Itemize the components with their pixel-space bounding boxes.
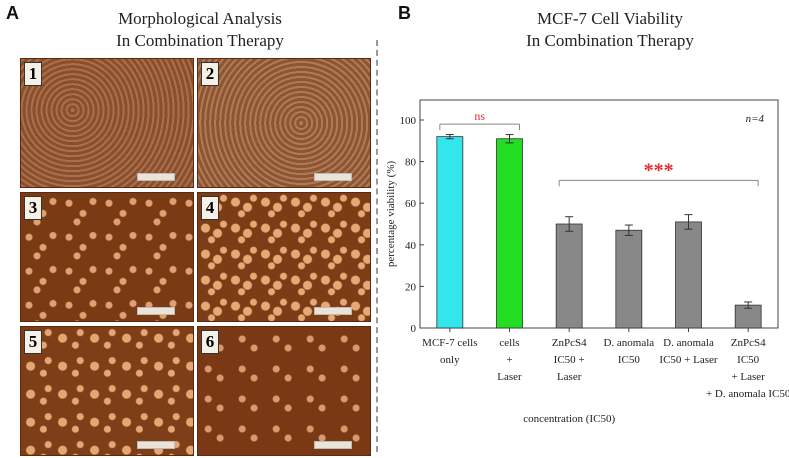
x-tick-label: IC50 (618, 354, 641, 366)
scale-bar (314, 441, 352, 449)
x-tick-label: Laser (497, 371, 522, 383)
x-tick-label: IC50 + (554, 354, 585, 366)
micrograph-label: 4 (201, 196, 219, 220)
x-tick-label: IC50 + Laser (659, 354, 717, 366)
scale-bar (314, 307, 352, 315)
viability-chart: 0 20 40 60 80 100 percentage viability (%) n=4 M… (385, 99, 789, 425)
x-tick-label: IC50 (737, 354, 760, 366)
x-tick-label: D. anomala (603, 337, 654, 349)
micrograph-3: 3 (20, 192, 194, 322)
scale-bar (137, 307, 175, 315)
micrograph-label: 1 (24, 62, 42, 86)
panel-b-title: MCF-7 Cell Viability In Combination Ther… (440, 8, 780, 52)
scale-bar (137, 173, 175, 181)
x-tick-label: + D. anomala IC50 (706, 388, 789, 400)
panel-a-title-line2: In Combination Therapy (116, 31, 284, 50)
panel-b-title-line2: In Combination Therapy (526, 31, 694, 50)
panel-a-title-line1: Morphological Analysis (118, 9, 282, 28)
significance-label: ns (474, 109, 485, 123)
y-tick-label: 20 (405, 281, 417, 293)
micrograph-1: 1 (20, 58, 194, 188)
x-tick-label: + (506, 354, 512, 366)
micrograph-label: 6 (201, 330, 219, 354)
bar (436, 136, 464, 329)
n-label: n=4 (746, 113, 765, 125)
scale-bar (137, 441, 175, 449)
plot-frame (419, 99, 779, 329)
bar (675, 221, 702, 329)
x-tick-label: MCF-7 cells (422, 337, 477, 349)
x-tick-label: D. anomala (663, 337, 714, 349)
x-axis-label: concentration (IC50) (523, 413, 615, 425)
y-tick-label: 80 (405, 157, 417, 169)
panel-divider (376, 40, 378, 452)
bar (496, 138, 523, 329)
micrograph-2: 2 (197, 58, 371, 188)
y-axis-label: percentage viability (%) (385, 161, 397, 268)
y-tick-label: 0 (411, 323, 417, 335)
x-tick-label: ZnPcS4 (552, 337, 587, 349)
scale-bar (314, 173, 352, 181)
panel-b-letter: B (398, 3, 411, 23)
micrograph-label: 5 (24, 330, 42, 354)
y-tick-label: 40 (405, 240, 417, 252)
micrograph-label: 3 (24, 196, 42, 220)
x-tick-label: Laser (557, 371, 582, 383)
x-tick-label: + Laser (731, 371, 765, 383)
bar (555, 223, 583, 329)
micrograph-4: 4 (197, 192, 371, 322)
x-tick-label: cells (499, 337, 519, 349)
y-tick-label: 60 (405, 198, 417, 210)
micrograph-label: 2 (201, 62, 219, 86)
x-tick-label: only (440, 354, 460, 366)
micrograph-6: 6 (197, 326, 371, 456)
significance-label: *** (644, 159, 674, 181)
panel-a-title: Morphological Analysis In Combination Th… (40, 8, 360, 52)
y-tick-label: 100 (400, 115, 417, 127)
panel-b-title-line1: MCF-7 Cell Viability (536, 9, 683, 28)
panel-a-letter: A (6, 3, 19, 23)
bar (615, 229, 643, 329)
micrograph-5: 5 (20, 326, 194, 456)
x-tick-label: ZnPcS4 (731, 337, 766, 349)
